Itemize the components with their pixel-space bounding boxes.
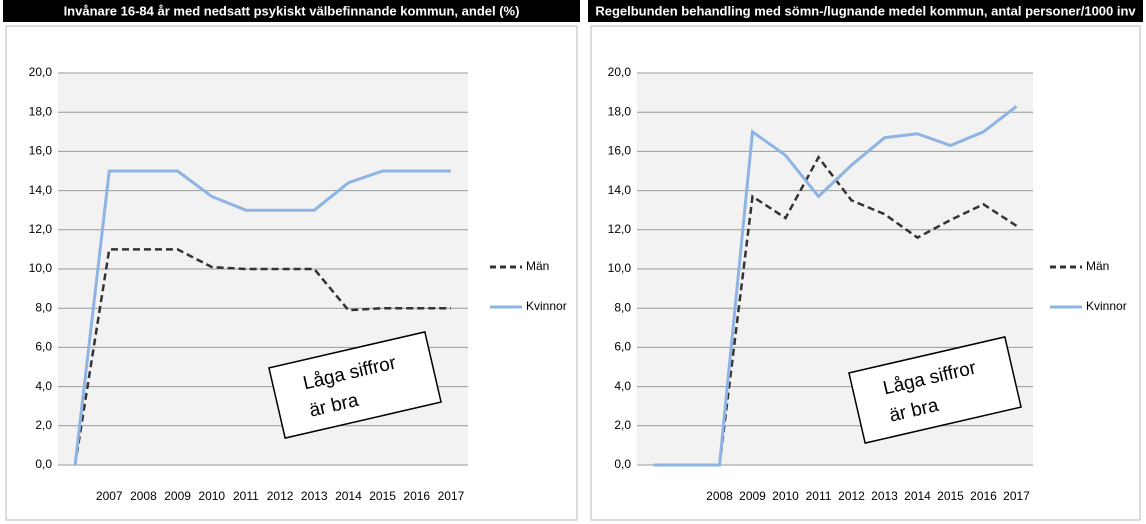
y-tick-label: 18,0 bbox=[608, 104, 632, 118]
y-tick-label: 20,0 bbox=[608, 65, 632, 79]
chart-title: Invånare 16-84 år med nedsatt psykiskt v… bbox=[64, 3, 520, 18]
y-tick-label: 4,0 bbox=[35, 379, 52, 393]
legend-label: Män bbox=[526, 259, 549, 273]
series-line bbox=[73, 169, 451, 466]
y-tick-label: 2,0 bbox=[35, 418, 52, 432]
x-tick-label: 2012 bbox=[838, 489, 865, 503]
y-tick-label: 8,0 bbox=[35, 300, 52, 314]
x-tick-label: 2012 bbox=[267, 489, 294, 503]
x-tick-label: 2014 bbox=[335, 489, 362, 503]
x-tick-label: 2007 bbox=[96, 489, 123, 503]
y-tick-label: 10,0 bbox=[29, 261, 53, 275]
x-tick-label: 2008 bbox=[130, 489, 157, 503]
y-tick-label: 12,0 bbox=[29, 222, 53, 236]
y-tick-label: 18,0 bbox=[29, 104, 53, 118]
y-tick-label: 16,0 bbox=[608, 144, 632, 158]
x-tick-label: 2009 bbox=[739, 489, 766, 503]
x-tick-label: 2011 bbox=[233, 489, 259, 503]
title-bar bbox=[588, 0, 1143, 22]
y-tick-label: 16,0 bbox=[29, 144, 53, 158]
x-tick-label: 2013 bbox=[301, 489, 328, 503]
chart-title: Regelbunden behandling med sömn-/lugnand… bbox=[595, 3, 1136, 18]
series-line bbox=[653, 105, 1018, 467]
x-tick-label: 2008 bbox=[706, 489, 733, 503]
x-tick-label: 2010 bbox=[198, 489, 225, 503]
y-tick-label: 14,0 bbox=[29, 183, 53, 197]
x-tick-label: 2016 bbox=[970, 489, 997, 503]
series-line bbox=[73, 248, 451, 466]
x-tick-label: 2017 bbox=[1003, 489, 1030, 503]
y-tick-label: 6,0 bbox=[35, 340, 52, 354]
y-tick-label: 14,0 bbox=[608, 183, 632, 197]
y-tick-label: 20,0 bbox=[29, 65, 53, 79]
legend-label: Män bbox=[1086, 259, 1109, 273]
x-tick-label: 2017 bbox=[438, 489, 465, 503]
y-tick-label: 2,0 bbox=[614, 418, 631, 432]
y-tick-label: 10,0 bbox=[608, 261, 632, 275]
y-tick-label: 4,0 bbox=[614, 379, 631, 393]
title-bar bbox=[3, 0, 580, 22]
y-tick-label: 6,0 bbox=[614, 340, 631, 354]
x-tick-label: 2015 bbox=[369, 489, 396, 503]
legend-label: Kvinnor bbox=[1086, 299, 1127, 313]
annotation-box bbox=[848, 336, 1022, 444]
x-tick-label: 2009 bbox=[164, 489, 191, 503]
x-tick-label: 2010 bbox=[772, 489, 799, 503]
y-tick-label: 0,0 bbox=[35, 457, 52, 471]
annotation-box bbox=[268, 331, 442, 439]
legend-label: Kvinnor bbox=[526, 299, 567, 313]
x-tick-label: 2015 bbox=[937, 489, 964, 503]
x-tick-label: 2014 bbox=[904, 489, 931, 503]
y-tick-label: 8,0 bbox=[614, 300, 631, 314]
x-tick-label: 2011 bbox=[806, 489, 832, 503]
y-tick-label: 12,0 bbox=[608, 222, 632, 236]
y-tick-label: 0,0 bbox=[614, 457, 631, 471]
x-tick-label: 2013 bbox=[871, 489, 898, 503]
x-tick-label: 2016 bbox=[403, 489, 430, 503]
